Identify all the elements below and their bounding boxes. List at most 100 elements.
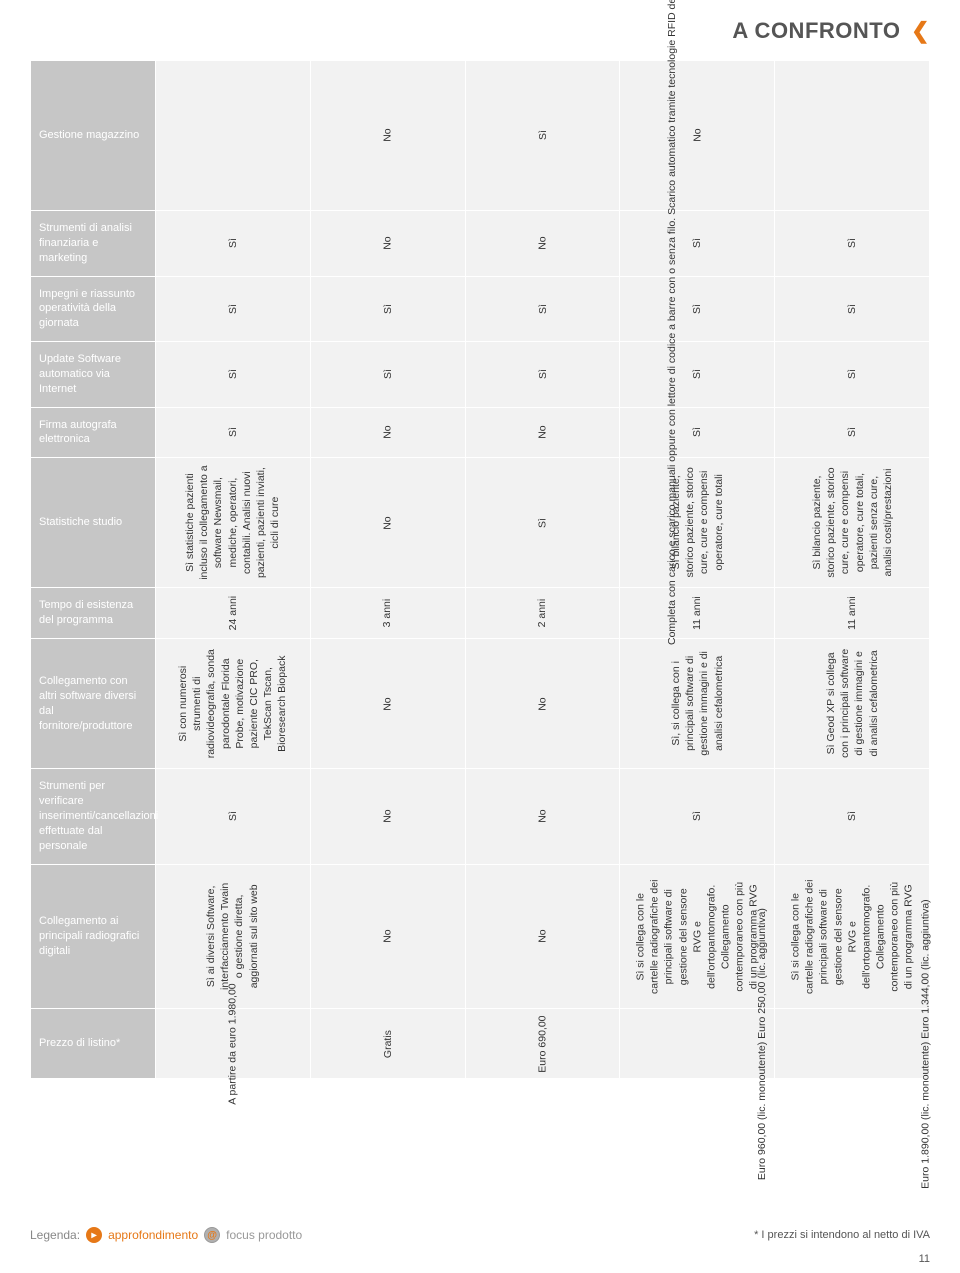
cell: No: [620, 61, 775, 211]
cell-text: Sì: [381, 369, 395, 379]
cell-text: No: [381, 810, 395, 823]
table-row: Statistiche studioSì statistiche pazient…: [31, 458, 930, 588]
row-header: Tempo di esistenza del programma: [31, 588, 156, 639]
cell-text: No: [381, 879, 395, 994]
row-header: Impegni e riassunto operatività della gi…: [31, 276, 156, 342]
row-header: Strumenti per verificare inserimenti/can…: [31, 769, 156, 864]
cell-text: No: [690, 129, 704, 142]
cell-text: Sì bilancio paziente, storico paziente, …: [669, 465, 726, 580]
cell-text: No: [381, 129, 395, 142]
cell-text: Sì: [690, 304, 704, 314]
orange-circle-icon: ▸: [86, 1227, 102, 1243]
cell-text: Sì: [690, 811, 704, 821]
cell: No: [310, 407, 465, 458]
cell-text: No: [535, 810, 549, 823]
cell-text: Sì: [845, 369, 859, 379]
cell: Sì Geod XP si collega con i principali s…: [775, 638, 930, 768]
cell-text: Sì con numerosi strumenti di radiovideog…: [176, 646, 289, 761]
cell-text: No: [535, 879, 549, 994]
chevron-left-icon: ❮: [911, 18, 930, 43]
cell: Euro 1.890,00 (lic. monoutente) Euro 1.3…: [775, 1009, 930, 1079]
cell-text: Sì: [690, 369, 704, 379]
cell: Sì: [465, 276, 620, 342]
cell-text: Sì: [226, 427, 240, 437]
cell: Sì: [156, 211, 311, 277]
cell: No: [465, 638, 620, 768]
table-row: Impegni e riassunto operatività della gi…: [31, 276, 930, 342]
row-header: Strumenti di analisi finanziaria e marke…: [31, 211, 156, 277]
row-header: Firma autografa elettronica: [31, 407, 156, 458]
cell-text: Sì: [690, 427, 704, 437]
cell-text: No: [535, 646, 549, 761]
cell: 11 anni: [775, 588, 930, 639]
cell: No: [465, 407, 620, 458]
legend-orange-word: approfondimento: [108, 1228, 198, 1242]
cell: A partire da euro 1.980,00: [156, 1009, 311, 1079]
row-header: Statistiche studio: [31, 458, 156, 588]
cell-text: Gratis: [381, 1030, 395, 1058]
cell: Sì: [620, 342, 775, 408]
table-row: Strumenti di analisi finanziaria e marke…: [31, 211, 930, 277]
table-row: Prezzo di listino*A partire da euro 1.98…: [31, 1009, 930, 1079]
cell: Sì si collega con le cartelle radiografi…: [620, 864, 775, 1009]
cell: Euro 690,00: [465, 1009, 620, 1079]
cell: Euro 960,00 (lic. monoutente) Euro 250,0…: [620, 1009, 775, 1079]
cell-text: Sì: [226, 238, 240, 248]
cell: Sì: [156, 276, 311, 342]
cell: Sì: [465, 342, 620, 408]
cell-text: Euro 1.890,00 (lic. monoutente) Euro 1.3…: [919, 899, 933, 1189]
header-title: A CONFRONTO: [732, 18, 900, 43]
cell-text: No: [381, 465, 395, 580]
cell: Sì bilancio paziente, storico paziente, …: [620, 458, 775, 588]
cell-text: Sì: [535, 304, 549, 314]
cell-text: 3 anni: [381, 599, 395, 628]
table-row: Tempo di esistenza del programma24 anni3…: [31, 588, 930, 639]
cell-text: Sì Geod XP si collega con i principali s…: [824, 646, 881, 761]
cell-text: Sì: [845, 304, 859, 314]
legend-label: Legenda:: [30, 1228, 80, 1242]
cell-text: Sì: [535, 131, 549, 141]
cell: Sì: [310, 342, 465, 408]
cell-text: Sì: [535, 465, 549, 580]
cell: 2 anni: [465, 588, 620, 639]
cell: No: [465, 211, 620, 277]
cell: No: [310, 864, 465, 1009]
cell: Sì: [310, 276, 465, 342]
cell-text: 11 anni: [845, 596, 859, 630]
cell: Sì: [620, 276, 775, 342]
cell: 3 anni: [310, 588, 465, 639]
row-header: Gestione magazzino: [31, 61, 156, 211]
cell: Sì: [775, 211, 930, 277]
cell-text: Sì: [535, 369, 549, 379]
cell: Sì si collega con le cartelle radiografi…: [775, 864, 930, 1009]
cell-text: No: [381, 426, 395, 439]
cell-text: A partire da euro 1.980,00: [226, 983, 240, 1104]
table-row: Collegamento con altri software diversi …: [31, 638, 930, 768]
cell-text: 2 anni: [535, 599, 549, 628]
cell: Gratis: [310, 1009, 465, 1079]
cell-text: Sì: [845, 427, 859, 437]
cell-text: Sì si collega con le cartelle radiografi…: [634, 879, 762, 994]
table-row: Update Software automatico via InternetS…: [31, 342, 930, 408]
cell-text: No: [381, 237, 395, 250]
cell: Sì: [620, 211, 775, 277]
cell: Sì: [620, 769, 775, 864]
section-header: A CONFRONTO ❮: [732, 18, 930, 44]
cell: No: [310, 638, 465, 768]
cell-text: Sì: [381, 304, 395, 314]
comparison-table: Gestione magazzinoCompleta con carico e …: [30, 60, 930, 1079]
cell: Sì: [465, 458, 620, 588]
grey-circle-icon: @: [204, 1227, 220, 1243]
cell: Sì statistiche pazienti incluso il colle…: [156, 458, 311, 588]
cell: Sì: [775, 276, 930, 342]
cell: Sì: [156, 342, 311, 408]
cell: No: [310, 769, 465, 864]
cell: No: [310, 61, 465, 211]
cell: No: [465, 864, 620, 1009]
cell: No: [465, 769, 620, 864]
cell-text: No: [535, 426, 549, 439]
cell-text: Sì si collega con le cartelle radiografi…: [788, 879, 916, 994]
cell-text: Sì: [690, 238, 704, 248]
cell-text: Sì: [226, 811, 240, 821]
footer-note: * I prezzi si intendono al netto di IVA: [754, 1229, 930, 1241]
